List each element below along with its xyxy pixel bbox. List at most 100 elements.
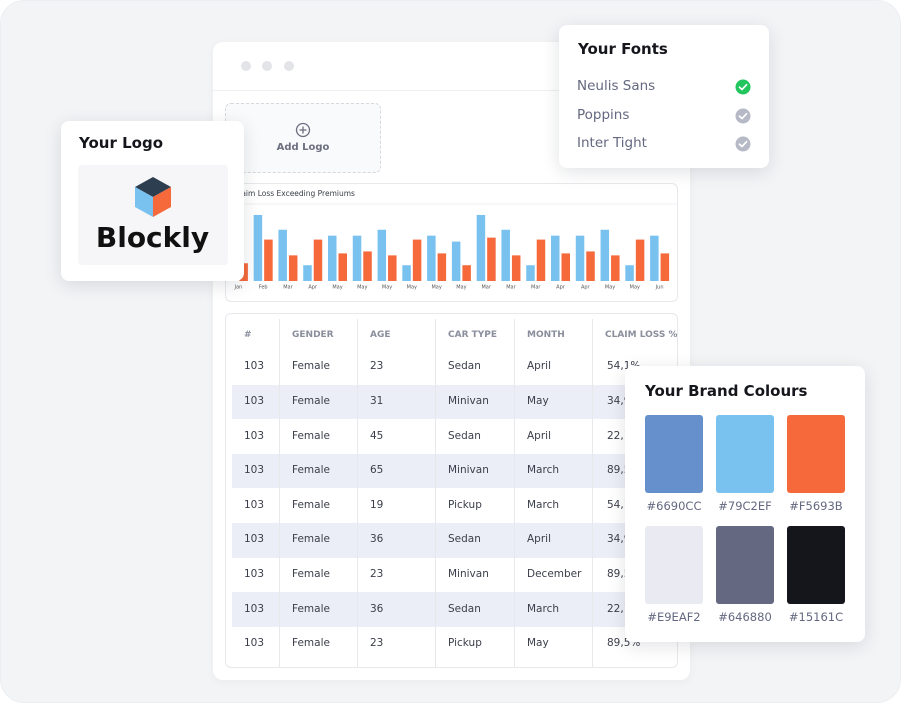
table-cell: Sedan [448, 602, 481, 615]
table-cell: Female [292, 464, 330, 477]
table-row [232, 592, 677, 627]
table-cell: 103 [244, 637, 265, 650]
bar [487, 237, 496, 281]
check-unselected[interactable] [735, 136, 751, 152]
table-cell: Minivan [448, 464, 489, 477]
table-row [232, 557, 677, 593]
chart: Claim Loss Exceeding Premiums Jan Feb Mar A… [226, 189, 677, 291]
bar [288, 255, 298, 281]
add-logo-button[interactable] [225, 103, 381, 173]
bar [437, 253, 447, 281]
x-tick-label: Jan [234, 285, 243, 291]
x-tick-label: Jun [655, 285, 664, 291]
bar [352, 235, 362, 281]
column-divider [357, 319, 358, 667]
x-tick-label: May [431, 285, 441, 291]
table-cell: Sedan [448, 429, 481, 442]
bar [600, 229, 610, 281]
bar [501, 229, 510, 281]
color-swatch [645, 526, 703, 604]
bar [551, 235, 560, 281]
table-cell: 36 [370, 602, 384, 615]
table-cell: Female [292, 429, 330, 442]
color-swatch [716, 415, 774, 493]
column-header: CLAIM LOSS % [605, 330, 678, 340]
column-header: CAR TYPE [448, 330, 498, 340]
column-header: GENDER [292, 330, 334, 340]
logo-card: Your Logo Blockly [61, 121, 244, 281]
x-tick-label: Mar [531, 285, 541, 291]
fonts-card-title: Your Fonts [578, 40, 668, 58]
bar [625, 265, 634, 281]
bar [451, 241, 461, 281]
table-cell: April [527, 429, 551, 442]
table-cell: 23 [370, 567, 384, 580]
table-cell: Sedan [448, 360, 481, 373]
x-tick-label: Apr [581, 285, 591, 291]
window-dot [284, 61, 294, 71]
table-cell: 65 [370, 464, 384, 477]
table-cell: Pickup [448, 637, 482, 650]
table-cell: Female [292, 533, 330, 546]
table-cell: 103 [244, 602, 265, 615]
column-header: MONTH [527, 330, 565, 340]
window-dot [241, 61, 251, 71]
table-row [232, 626, 677, 662]
chart-title: Claim Loss Exceeding Premiums [234, 189, 355, 198]
table-cell: March [527, 498, 560, 511]
table-cell: 103 [244, 429, 265, 442]
bar [635, 239, 645, 281]
bar [388, 255, 397, 281]
chart-panel: Claim Loss Exceeding Premiums Jan Feb Mar A… [225, 183, 678, 302]
bar [412, 239, 422, 281]
bar [575, 235, 585, 281]
table-cell: December [527, 567, 582, 580]
table-cell: 31 [370, 394, 384, 407]
table-cell: 103 [244, 498, 265, 511]
bar [511, 255, 521, 281]
x-tick-label: Mar [283, 285, 293, 291]
check-selected[interactable] [735, 79, 751, 95]
table-cell: April [527, 360, 551, 373]
column-header: AGE [370, 330, 391, 340]
x-tick-label: Apr [308, 285, 318, 291]
fonts-card: Your Fonts Neulis Sans Poppins Inter Tight [559, 25, 769, 168]
x-tick-label: May [357, 285, 367, 291]
window-divider [213, 90, 690, 91]
color-swatch [645, 415, 703, 493]
bar [561, 253, 570, 281]
color-swatch [787, 415, 845, 493]
table-row [232, 350, 677, 385]
x-tick-label: May [605, 285, 615, 291]
table-cell: 45 [370, 429, 384, 442]
color-hex: #79C2EF [718, 499, 772, 513]
bar [303, 265, 312, 281]
x-tick-label: Feb [259, 285, 268, 291]
table-cell: Sedan [448, 533, 481, 546]
color-hex: #E9EAF2 [647, 610, 701, 624]
table-cell: 103 [244, 533, 265, 546]
bar [427, 235, 436, 281]
logo-card-title: Your Logo [79, 134, 163, 152]
table-cell: Female [292, 498, 330, 511]
check-unselected[interactable] [735, 108, 751, 124]
x-tick-label: Mar [481, 285, 491, 291]
table-row [232, 488, 677, 523]
table-cell: May [527, 394, 549, 407]
x-tick-label: May [407, 285, 417, 291]
table-cell: May [527, 637, 549, 650]
x-tick-label: Mar [506, 285, 516, 291]
table-cell: 103 [244, 360, 265, 373]
bar [377, 229, 387, 281]
table-cell: Pickup [448, 498, 482, 511]
table-cell: Minivan [448, 567, 489, 580]
color-swatch [787, 526, 845, 604]
x-tick-label: May [456, 285, 466, 291]
table-cell: Female [292, 394, 330, 407]
font-option: Neulis Sans [577, 78, 656, 94]
table-cell: March [527, 602, 560, 615]
bar [660, 253, 670, 281]
table-cell: Female [292, 360, 330, 373]
color-hex: #646880 [718, 610, 772, 624]
